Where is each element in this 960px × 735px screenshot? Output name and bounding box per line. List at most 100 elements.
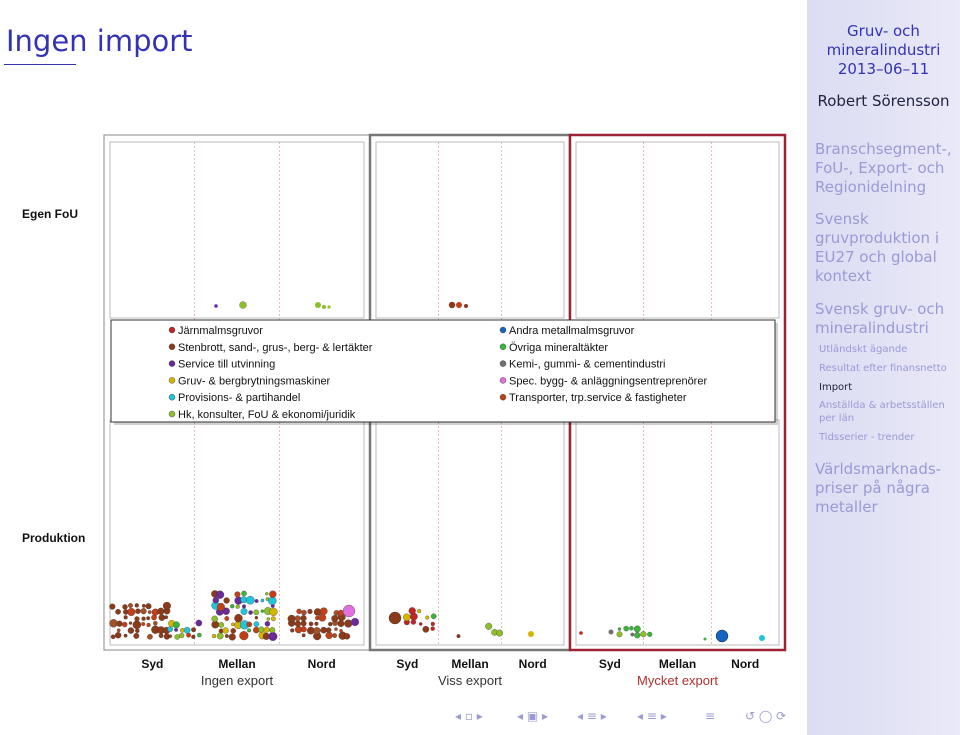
bubble <box>116 628 121 633</box>
bubble <box>388 611 402 625</box>
bubble <box>141 616 146 621</box>
legend-label: Andra metallmalmsgruvor <box>509 325 635 337</box>
bubble <box>608 629 614 635</box>
sidebar-author: Robert Sörensson <box>817 92 950 110</box>
nav-subsection-icon[interactable]: ◂ ≡ ▸ <box>577 709 607 723</box>
bubble <box>132 620 142 630</box>
sidebar-section-branschsegment[interactable]: Branschsegment-, FoU-, Export- och Regio… <box>815 140 952 196</box>
sidebar-sub-resultat[interactable]: Resultat efter finansnetto <box>819 363 947 374</box>
bubble <box>211 633 217 639</box>
legend-label: Spec. bygg- & anläggningsentreprenörer <box>509 375 707 387</box>
row-label: Produktion <box>22 531 85 545</box>
sidebar-sub-anstallda[interactable]: Anställda & arbetsställen per län <box>819 400 945 424</box>
bubble <box>268 596 277 605</box>
bubble <box>703 637 707 641</box>
region-label: Nord <box>308 657 336 671</box>
bubble <box>320 607 328 615</box>
bubble <box>191 627 196 633</box>
nav-section-icon[interactable]: ◂ ≡ ▸ <box>637 709 667 723</box>
sidebar-sub-tidsserier[interactable]: Tidsserier - trender <box>819 432 915 443</box>
bubble <box>172 621 180 629</box>
bubble <box>228 633 236 641</box>
bubble <box>223 597 230 604</box>
bubble <box>178 632 185 639</box>
region-label: Syd <box>599 657 621 671</box>
bubble <box>337 620 345 627</box>
sidebar-section-gruvproduktion[interactable]: Svensk gruvproduktion i EU27 och global … <box>815 210 939 285</box>
bubble <box>135 628 140 633</box>
sidebar-date: 2013–06–11 <box>837 60 930 78</box>
bubble <box>218 622 225 628</box>
nav-first-icon[interactable]: ◂ ▫ ▸ <box>455 709 483 723</box>
bubble <box>168 634 172 638</box>
bubble <box>240 608 248 615</box>
bubble <box>300 615 307 622</box>
bubble <box>759 635 765 641</box>
legend-label: Gruv- & bergbrytningsmaskiner <box>178 375 331 387</box>
bubble <box>147 633 153 640</box>
bubble <box>224 616 230 621</box>
legend-marker <box>499 377 507 384</box>
bubble <box>222 627 229 634</box>
bubble <box>269 627 276 633</box>
region-label: Nord <box>731 657 759 671</box>
bubble <box>195 619 203 627</box>
sidebar-sub-utlandskt[interactable]: Utländskt ägande <box>819 344 908 355</box>
bubble <box>417 609 422 614</box>
bubble <box>167 626 174 633</box>
bubble <box>183 626 191 634</box>
legend-marker <box>499 394 507 401</box>
bubble <box>114 632 122 639</box>
bubble <box>351 618 359 626</box>
bubble <box>308 621 314 627</box>
bubble <box>260 609 264 613</box>
bubble <box>287 614 296 623</box>
bubble <box>246 621 253 628</box>
legend-label: Övriga mineraltäkter <box>509 342 608 354</box>
bubble <box>647 631 653 637</box>
bubble <box>141 622 146 627</box>
bubble <box>141 603 146 608</box>
bubble <box>222 607 230 615</box>
sidebar-sub-import[interactable]: Import <box>819 382 853 393</box>
bubble <box>344 619 353 628</box>
nav-search-icon[interactable]: ↺ ◯ ⟳ <box>745 709 787 723</box>
bubble <box>314 621 319 626</box>
nav-list-icon[interactable]: ≡ <box>705 709 716 723</box>
sidebar-section-svensk-gruv[interactable]: Svensk gruv- och mineralindustri <box>815 300 945 337</box>
bubble <box>331 615 339 622</box>
bubble <box>123 633 128 638</box>
bubble <box>269 590 277 598</box>
bubble <box>158 614 166 621</box>
bubble <box>123 615 128 620</box>
bubble <box>254 616 259 620</box>
bubble <box>630 632 635 637</box>
bubble <box>135 608 141 614</box>
bubble <box>230 604 235 609</box>
bubble <box>191 634 196 639</box>
region-label: Nord <box>519 657 547 671</box>
bubble <box>260 598 265 603</box>
bubble <box>265 592 269 596</box>
bubble <box>294 620 301 627</box>
nav-frame-icon[interactable]: ◂ ▣ ▸ <box>517 709 549 723</box>
title-underline <box>4 64 76 65</box>
bubble <box>216 602 225 611</box>
bubble <box>145 603 152 610</box>
bubble <box>224 634 229 638</box>
bubble <box>140 608 147 615</box>
bubble <box>153 621 158 626</box>
legend-marker <box>499 326 507 334</box>
region-label: Syd <box>141 657 163 671</box>
bubble <box>290 628 295 633</box>
legend-label: Transporter, trp.service & fastigheter <box>509 392 687 404</box>
bubble <box>408 607 416 615</box>
bubble <box>127 627 135 634</box>
sidebar-section-varldsmarknad[interactable]: Världsmarknads-priser på några metaller <box>815 460 942 516</box>
bubble <box>528 631 534 637</box>
bubble <box>242 604 246 609</box>
bubble <box>157 607 165 615</box>
bubble <box>322 305 326 309</box>
bubble <box>263 626 270 633</box>
bubble <box>230 628 236 634</box>
